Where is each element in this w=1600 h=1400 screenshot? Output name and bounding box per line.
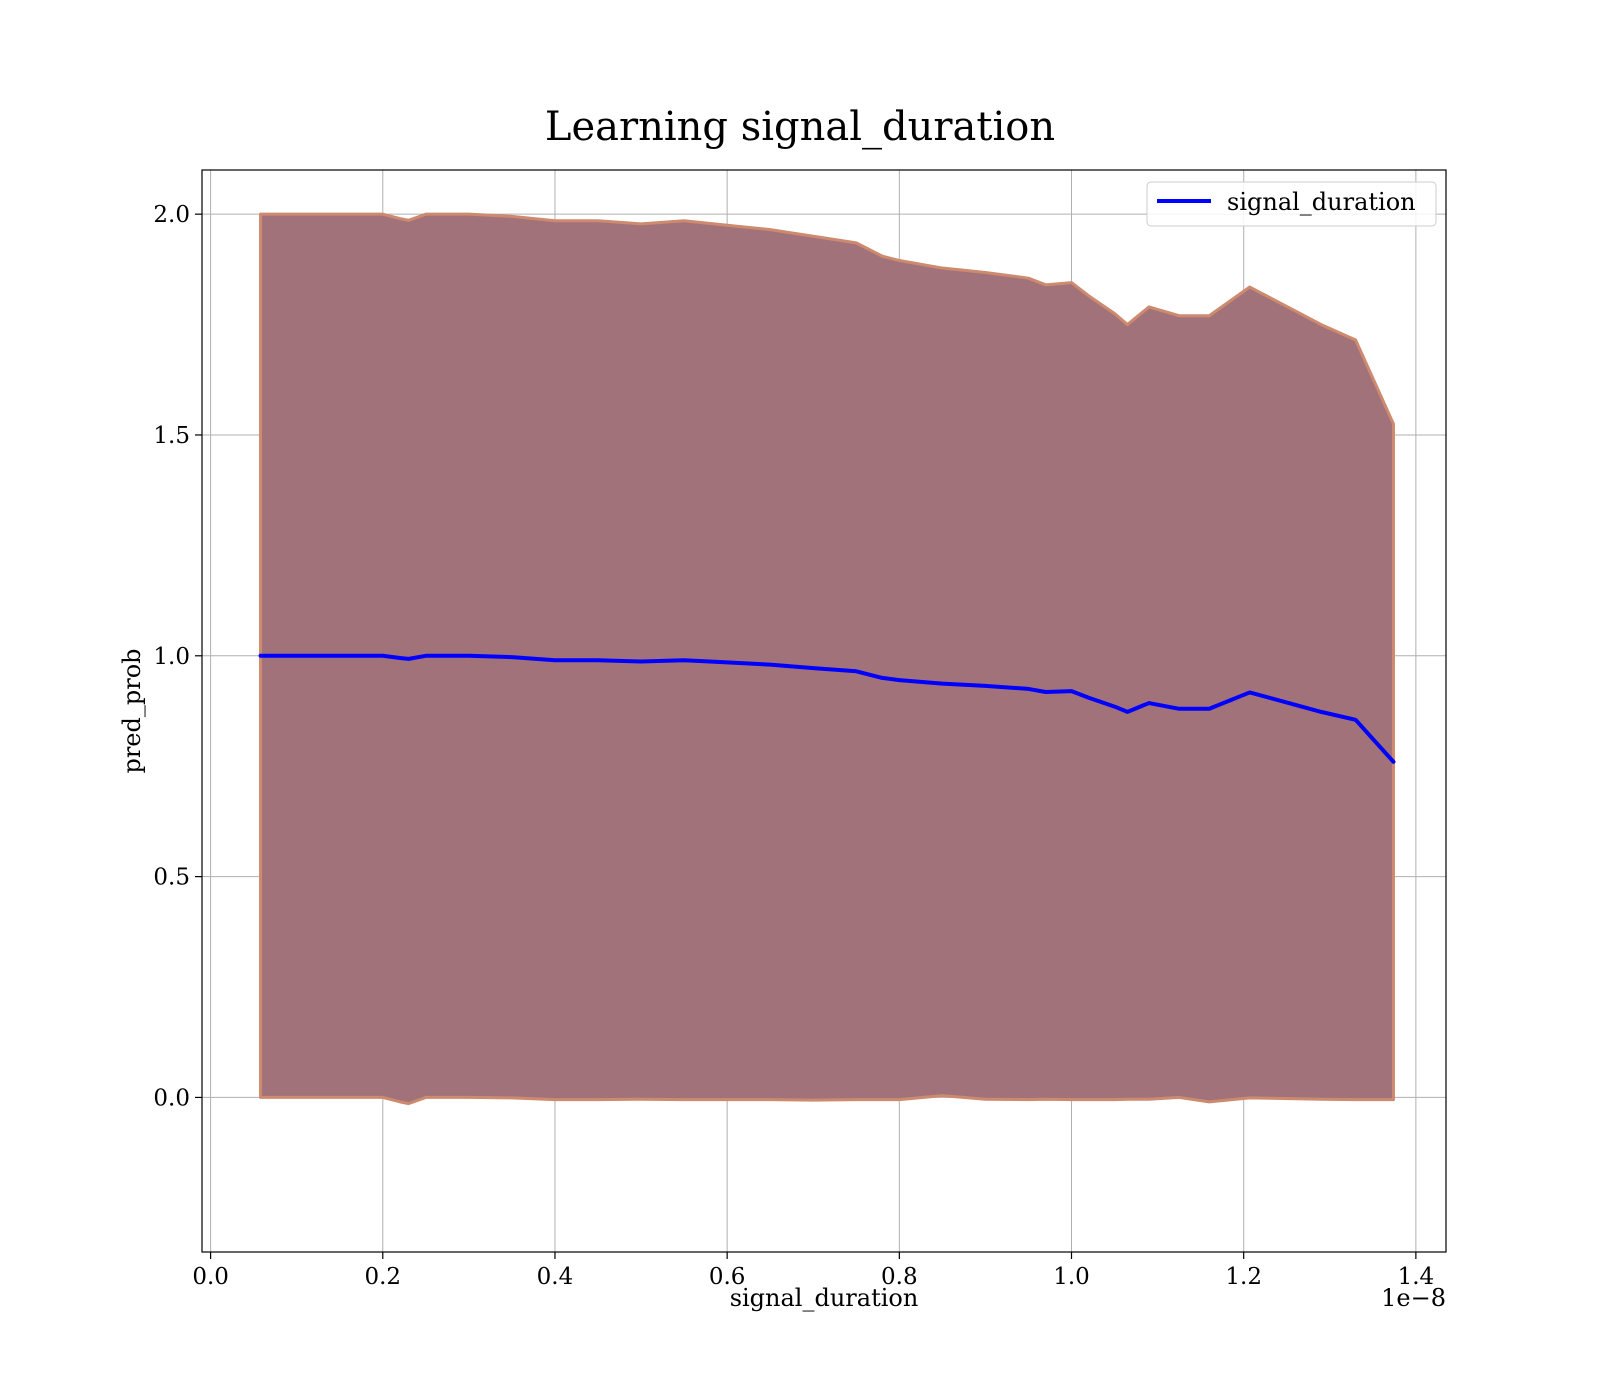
x-tick-label: 0.2 (364, 1264, 401, 1290)
x-ticks: 0.0 0.2 0.4 0.6 0.8 1.0 1.2 1.4 (192, 1252, 1434, 1290)
y-tick-label: 1.0 (153, 644, 190, 670)
x-tick-label: 1.2 (1225, 1264, 1262, 1290)
series-line-signal-duration (258, 653, 1396, 764)
legend-label: signal_duration (1227, 188, 1416, 216)
x-tick-label: 1.4 (1398, 1264, 1435, 1290)
confidence-band-layer (259, 212, 1395, 1106)
legend: signal_duration (1146, 181, 1437, 227)
x-tick-label: 0.6 (709, 1264, 746, 1290)
x-tick-label: 0.8 (881, 1264, 918, 1290)
y-tick-label: 1.5 (153, 423, 190, 449)
x-axis-label: signal_duration (730, 1284, 919, 1312)
x-tick-label: 0.0 (192, 1264, 229, 1290)
series-line-layer (258, 653, 1396, 764)
x-tick-label: 1.0 (1053, 1264, 1090, 1290)
legend-box (1146, 181, 1437, 227)
y-ticks: 0.0 0.5 1.0 1.5 2.0 (153, 202, 202, 1111)
y-tick-label: 0.5 (153, 865, 190, 891)
chart-title: Learning signal_duration (545, 104, 1055, 150)
y-axis-label: pred_prob (118, 648, 146, 773)
y-tick-label: 2.0 (153, 202, 190, 228)
plot-frame (201, 169, 1447, 1253)
y-tick-label: 0.0 (153, 1085, 190, 1111)
x-tick-label: 0.4 (537, 1264, 574, 1290)
x-axis-offset-label: 1e−8 (1381, 1284, 1446, 1312)
confidence-band (259, 212, 1395, 1106)
